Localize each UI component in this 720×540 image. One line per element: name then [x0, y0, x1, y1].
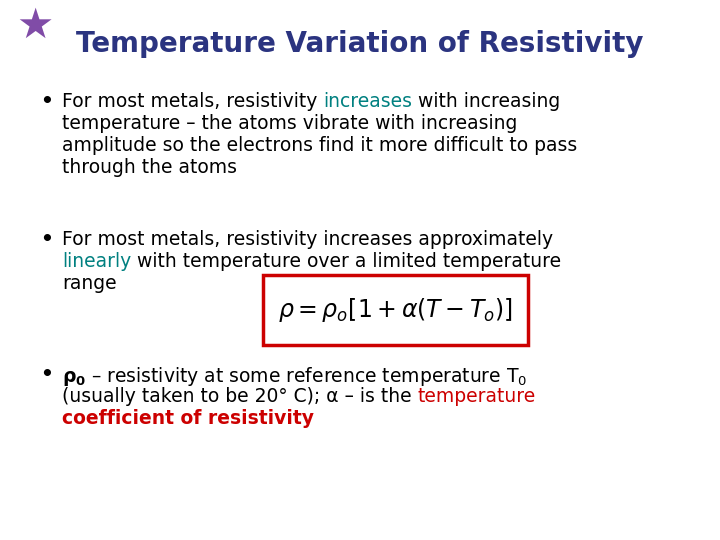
- Text: $\mathbf{\rho_0}$ – resistivity at some reference temperature T$_0$: $\mathbf{\rho_0}$ – resistivity at some …: [62, 365, 527, 388]
- Text: $\rho = \rho_o[1 + \alpha(T - T_o)]$: $\rho = \rho_o[1 + \alpha(T - T_o)]$: [278, 296, 513, 324]
- Text: amplitude so the electrons find it more difficult to pass: amplitude so the electrons find it more …: [62, 136, 577, 155]
- Text: increases: increases: [323, 92, 413, 111]
- Text: range: range: [62, 274, 117, 293]
- Text: Temperature Variation of Resistivity: Temperature Variation of Resistivity: [76, 30, 644, 58]
- Text: For most metals, resistivity increases approximately: For most metals, resistivity increases a…: [62, 230, 553, 249]
- Text: temperature: temperature: [418, 387, 536, 406]
- Text: •: •: [40, 365, 53, 384]
- Text: •: •: [40, 230, 53, 249]
- Text: coefficient of resistivity: coefficient of resistivity: [62, 409, 314, 428]
- Text: with increasing: with increasing: [413, 92, 561, 111]
- FancyBboxPatch shape: [263, 275, 528, 345]
- Text: ★: ★: [17, 5, 54, 47]
- Text: •: •: [40, 92, 53, 111]
- Text: through the atoms: through the atoms: [62, 158, 237, 177]
- Text: (usually taken to be 20° C); α – is the: (usually taken to be 20° C); α – is the: [62, 387, 418, 406]
- Text: For most metals, resistivity: For most metals, resistivity: [62, 92, 323, 111]
- Text: linearly: linearly: [62, 252, 131, 271]
- Text: with temperature over a limited temperature: with temperature over a limited temperat…: [131, 252, 562, 271]
- Text: temperature – the atoms vibrate with increasing: temperature – the atoms vibrate with inc…: [62, 114, 518, 133]
